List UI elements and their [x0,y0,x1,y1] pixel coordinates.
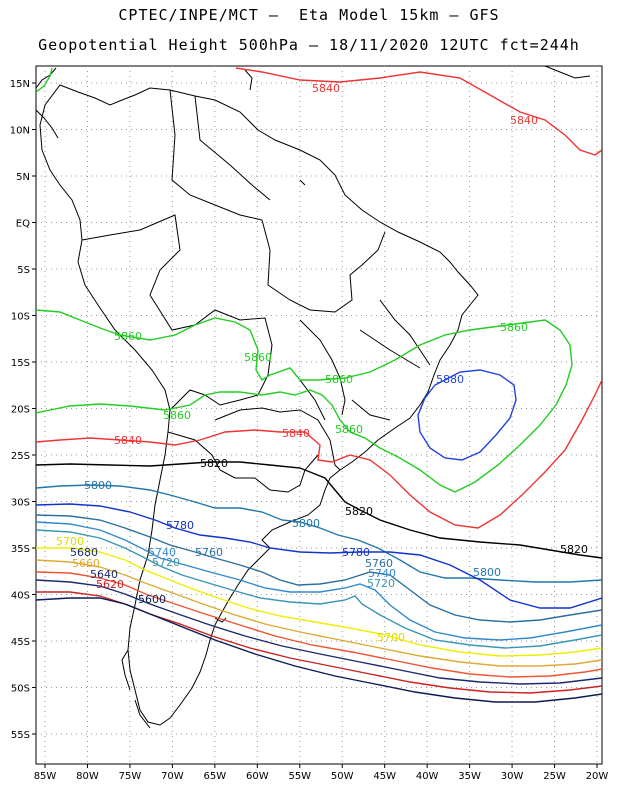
patagonia-islands [121,617,227,729]
latitude-labels: 15N 10N 5N EQ 5S 10S 15S 20S 25S 30S 35S 40S 45S 50S 5… [10,79,36,741]
lon-tick-label: 55W [288,771,311,782]
lat-tick-label: 5S [17,265,30,276]
label-5740-central: 5740 [368,567,396,580]
title-line-1: CPTEC/INPE/MCT – Eta Model 15km – GFS [118,6,500,24]
lon-tick-label: 40W [416,771,439,782]
lat-tick-label: 5N [16,172,30,183]
label-5680: 5680 [70,546,98,559]
label-5840-north: 5840 [312,82,340,95]
contour-5780 [36,503,602,609]
map-frame [35,65,603,765]
contour-5800 [36,484,602,583]
contour-5720 [36,529,602,649]
contour-5660 [36,571,602,678]
lon-tick-label: 25W [543,771,566,782]
lat-tick-label: 45S [11,637,30,648]
contour-5740 [36,521,602,641]
lat-tick-label: 55S [11,730,30,741]
label-5880: 5880 [436,373,464,386]
label-5800-west: 5800 [84,479,112,492]
lat-tick-label: 20S [11,405,30,416]
label-5860-middle: 5860 [325,373,353,386]
lat-tick-label: 15S [11,358,30,369]
gridlines [36,66,602,764]
lat-tick-label: EQ [16,219,30,230]
label-5720-central: 5720 [367,577,395,590]
label-5800-east: 5800 [473,566,501,579]
lon-tick-label: 65W [204,771,227,782]
central-america-coastline [36,67,59,139]
lat-tick-label: 10S [11,312,30,323]
contour-5840-south [36,379,602,529]
label-5780-central: 5780 [342,546,370,559]
contour-5600 [36,597,602,703]
lon-tick-label: 80W [76,771,99,782]
label-5740-west: 5740 [148,546,176,559]
south-america-coastline [39,84,479,726]
lat-tick-label: 50S [11,684,30,695]
label-5720-west: 5720 [152,556,180,569]
label-5860-central: 5860 [244,351,272,364]
label-5860-southwest: 5860 [163,409,191,422]
lat-tick-label: 30S [11,498,30,509]
label-5800-central: 5800 [292,517,320,530]
title-line-2: Geopotential Height 500hPa – 18/11/2020 … [38,36,580,54]
label-5820-east: 5820 [560,543,588,556]
contour-labels: 5840 5840 5860 5860 5860 5860 5880 5860 … [56,82,588,644]
lat-tick-label: 40S [11,591,30,602]
lon-tick-label: 85W [34,771,57,782]
label-5600: 5600 [138,593,166,606]
contour-5760 [36,514,602,623]
lat-tick-label: 25S [11,451,30,462]
label-5760-west: 5760 [195,546,223,559]
contour-5860-main [36,309,573,493]
contour-5680 [36,559,602,667]
label-5640: 5640 [90,568,118,581]
label-5700-west: 5700 [56,535,84,548]
contour-5880 [417,369,517,461]
label-5860-southeast: 5860 [335,423,363,436]
caribbean-islands [244,66,591,186]
national-borders [81,89,431,493]
contour-5640 [36,579,602,685]
lat-tick-label: 35S [11,544,30,555]
label-5820-west: 5820 [200,457,228,470]
label-5860-northeast: 5860 [500,321,528,334]
label-5700-east: 5700 [377,631,405,644]
contour-5820 [36,461,602,559]
contour-5620 [36,591,602,694]
label-5860-west: 5860 [114,330,142,343]
lon-tick-label: 30W [501,771,524,782]
label-5820-central: 5820 [345,505,373,518]
lat-tick-label: 10N [10,126,30,137]
label-5620: 5620 [96,578,124,591]
lon-tick-label: 50W [331,771,354,782]
lon-tick-label: 75W [119,771,142,782]
label-5840-west: 5840 [114,434,142,447]
lon-tick-label: 60W [246,771,269,782]
contour-5860-northwest [36,67,53,93]
lon-tick-label: 70W [161,771,184,782]
label-5840-central: 5840 [282,427,310,440]
label-5760-central: 5760 [365,557,393,570]
coastlines-and-borders [36,66,591,729]
label-5780-west: 5780 [166,519,194,532]
longitude-labels: 85W 80W 75W 70W 65W 60W 55W 50W 45W 40W 35W 30W 25W 2… [34,764,609,782]
lat-tick-label: 15N [10,79,30,90]
lon-tick-label: 20W [586,771,609,782]
label-5840-northeast: 5840 [510,114,538,127]
height-contours [36,67,602,703]
lon-tick-label: 35W [458,771,481,782]
contour-5700 [36,547,602,657]
contour-5840-north [235,67,602,156]
label-5660: 5660 [72,557,100,570]
lon-tick-label: 45W [373,771,396,782]
